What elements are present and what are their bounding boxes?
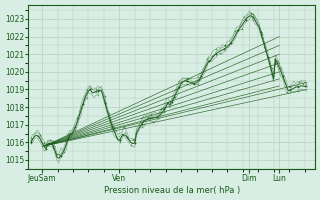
X-axis label: Pression niveau de la mer( hPa ): Pression niveau de la mer( hPa ) [104, 186, 240, 195]
